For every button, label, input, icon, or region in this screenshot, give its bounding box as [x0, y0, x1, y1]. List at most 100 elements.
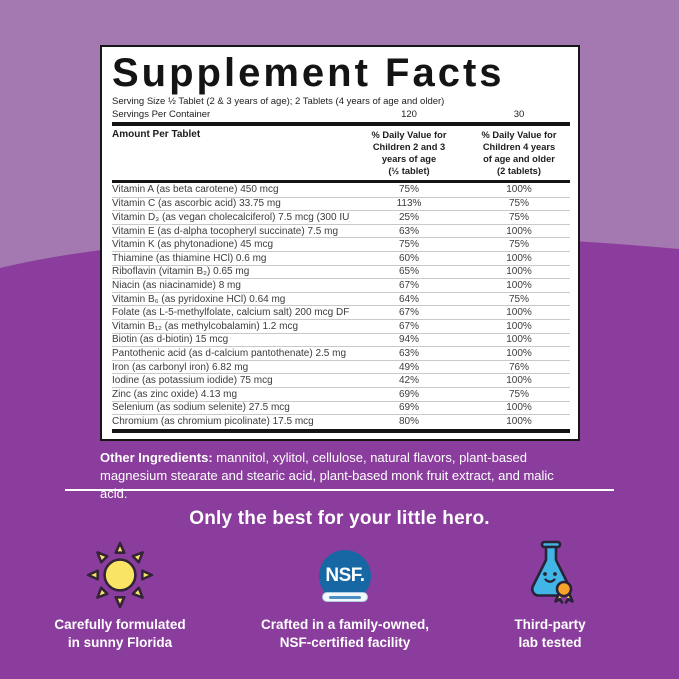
- nutrient-name: Vitamin D₃ (as vegan cholecalciferol) 7.…: [112, 211, 350, 223]
- nutrient-name: Thiamine (as thiamine HCl) 0.6 mg: [112, 252, 267, 264]
- nutrient-row: Iodine (as potassium iodide) 75 mcg 42% …: [112, 373, 570, 387]
- divider-bar-top: [112, 122, 570, 126]
- servings-per-container-label: Servings Per Container: [112, 109, 211, 120]
- nutrient-row: Zinc (as zinc oxide) 4.13 mg 69% 75%: [112, 386, 570, 401]
- nutrient-row: Vitamin B₆ (as pyridoxine HCl) 0.64 mg 6…: [112, 291, 570, 306]
- caption-nsf-facility: Crafted in a family-owned, NSF-certified…: [260, 617, 430, 650]
- nutrient-name: Biotin (as d-biotin) 15 mcg: [112, 334, 229, 346]
- nutrient-name: Vitamin B₆ (as pyridoxine HCl) 0.64 mg: [112, 293, 286, 305]
- nutrient-dv2: 75%: [508, 388, 529, 400]
- nutrient-dv1: 113%: [396, 198, 422, 210]
- nutrient-dv2: 75%: [508, 198, 529, 210]
- nutrient-dv2: 75%: [508, 239, 529, 251]
- nutrient-row: Niacin (as niacinamide) 8 mg 67% 100%: [112, 278, 570, 292]
- nutrient-name: Iodine (as potassium iodide) 75 mcg: [112, 375, 273, 387]
- nutrient-name: Niacin (as niacinamide) 8 mg: [112, 279, 241, 291]
- section-divider: [65, 489, 614, 491]
- nutrient-dv2: 100%: [506, 334, 532, 346]
- nutrient-row: Vitamin C (as ascorbic acid) 33.75 mg 11…: [112, 196, 570, 211]
- servings-per-container-row: Servings Per Container 120 30: [112, 108, 570, 121]
- nutrient-dv1: 60%: [398, 252, 419, 264]
- nutrient-dv1: 64%: [398, 293, 419, 305]
- nutrient-dv2: 100%: [506, 279, 532, 291]
- other-ingredients-label: Other Ingredients:: [100, 450, 213, 465]
- divider-bar-bottom: [112, 428, 570, 433]
- nutrient-dv2: 100%: [506, 347, 532, 359]
- nutrient-dv2: 100%: [506, 184, 532, 196]
- tagline: Only the best for your little hero.: [189, 508, 490, 529]
- nutrient-dv1: 63%: [398, 225, 419, 237]
- servings-count-col2: 30: [513, 109, 525, 120]
- nutrient-dv1: 80%: [398, 415, 419, 427]
- column-headers-row: Amount Per Tablet % Daily Value for Chil…: [112, 127, 570, 180]
- nutrient-dv2: 100%: [506, 225, 532, 237]
- nutrient-dv1: 67%: [398, 307, 419, 319]
- nutrient-dv2: 100%: [506, 402, 532, 414]
- nsf-banner-text-placeholder: [329, 595, 361, 599]
- supplement-facts-panel: Supplement Facts Serving Size ½ Tablet (…: [100, 45, 580, 441]
- nutrient-row: Vitamin E (as d-alpha tocopheryl succina…: [112, 223, 570, 238]
- daily-value-col1-header: % Daily Value for Children 2 and 3 years…: [371, 130, 447, 176]
- servings-count-col1: 120: [401, 109, 417, 120]
- nutrient-name: Zinc (as zinc oxide) 4.13 mg: [112, 388, 238, 400]
- nutrient-dv2: 75%: [508, 211, 529, 223]
- nutrient-row: Vitamin B₁₂ (as methylcobalamin) 1.2 mcg…: [112, 318, 570, 333]
- caption-sunny-florida: Carefully formulated in sunny Florida: [54, 617, 186, 650]
- nutrient-dv2: 100%: [506, 320, 532, 332]
- nutrient-dv1: 75%: [398, 239, 419, 251]
- nutrient-name: Vitamin B₁₂ (as methylcobalamin) 1.2 mcg: [112, 320, 299, 332]
- nutrient-dv2: 75%: [508, 293, 529, 305]
- nutrient-row: Selenium (as sodium selenite) 27.5 mcg 6…: [112, 400, 570, 415]
- nutrient-name: Vitamin C (as ascorbic acid) 33.75 mg: [112, 198, 281, 210]
- nutrient-row: Pantothenic acid (as d-calcium pantothen…: [112, 346, 570, 360]
- panel-title: Supplement Facts: [112, 51, 505, 95]
- nutrient-dv2: 100%: [506, 415, 532, 427]
- nutrient-dv1: 49%: [398, 361, 419, 373]
- other-ingredients-text: mannitol, xylitol, cellulose, natural fl…: [100, 450, 554, 501]
- nutrient-dv1: 94%: [398, 334, 419, 346]
- nutrient-name: Chromium (as chromium picolinate) 17.5 m…: [112, 415, 314, 427]
- nsf-certification-banner: [322, 592, 368, 602]
- nutrient-dv1: 75%: [398, 184, 419, 196]
- nutrient-row: Vitamin D₃ (as vegan cholecalciferol) 7.…: [112, 210, 570, 224]
- nutrient-row: Folate (as L-5-methylfolate, calcium sal…: [112, 305, 570, 319]
- nutrient-row: Iron (as carbonyl iron) 6.82 mg 49% 76%: [112, 359, 570, 374]
- divider-bar-headers: [112, 180, 570, 183]
- caption-lab-tested: Third-party lab tested: [514, 617, 586, 650]
- nutrient-dv2: 76%: [508, 361, 529, 373]
- nutrient-dv1: 63%: [398, 347, 419, 359]
- nutrient-dv1: 69%: [398, 402, 419, 414]
- nutrient-name: Vitamin K (as phytonadione) 45 mcg: [112, 239, 274, 251]
- nutrient-name: Vitamin E (as d-alpha tocopheryl succina…: [112, 225, 339, 237]
- other-ingredients: Other Ingredients: mannitol, xylitol, ce…: [100, 449, 582, 503]
- nutrient-dv1: 69%: [398, 388, 419, 400]
- nutrient-row: Chromium (as chromium picolinate) 17.5 m…: [112, 414, 570, 428]
- sun-icon: [86, 541, 154, 609]
- nutrient-dv1: 67%: [398, 279, 419, 291]
- nutrient-dv2: 100%: [506, 252, 532, 264]
- nutrient-row: Biotin (as d-biotin) 15 mcg 94% 100%: [112, 332, 570, 347]
- nutrient-row: Vitamin A (as beta carotene) 450 mcg 75%…: [112, 183, 570, 197]
- amount-per-tablet-header: Amount Per Tablet: [112, 129, 201, 140]
- nutrient-dv2: 100%: [506, 266, 532, 278]
- nutrient-row: Vitamin K (as phytonadione) 45 mcg 75% 7…: [112, 237, 570, 251]
- nutrient-row: Thiamine (as thiamine HCl) 0.6 mg 60% 10…: [112, 250, 570, 265]
- nutrient-name: Riboflavin (vitamin B₂) 0.65 mg: [112, 266, 250, 278]
- nutrient-name: Folate (as L-5-methylfolate, calcium sal…: [112, 307, 350, 319]
- nutrient-name: Pantothenic acid (as d-calcium pantothen…: [112, 347, 347, 359]
- nutrient-dv1: 25%: [398, 211, 419, 223]
- nutrient-name: Iron (as carbonyl iron) 6.82 mg: [112, 361, 249, 373]
- nutrient-dv2: 100%: [506, 375, 532, 387]
- nutrient-rows: Vitamin A (as beta carotene) 450 mcg 75%…: [112, 183, 570, 428]
- nutrient-name: Vitamin A (as beta carotene) 450 mcg: [112, 184, 279, 196]
- serving-size-line: Serving Size ½ Tablet (2 & 3 years of ag…: [112, 96, 445, 107]
- nutrient-dv1: 42%: [398, 375, 419, 387]
- nutrient-row: Riboflavin (vitamin B₂) 0.65 mg 65% 100%: [112, 264, 570, 279]
- nutrient-name: Selenium (as sodium selenite) 27.5 mcg: [112, 402, 290, 414]
- daily-value-col2-header: % Daily Value for Children 4 years of ag…: [481, 130, 557, 176]
- nsf-logo-text: NSF.: [325, 565, 365, 586]
- nutrient-dv1: 65%: [398, 266, 419, 278]
- nutrient-dv2: 100%: [506, 307, 532, 319]
- nutrient-dv1: 67%: [398, 320, 419, 332]
- flask-icon: [531, 540, 574, 604]
